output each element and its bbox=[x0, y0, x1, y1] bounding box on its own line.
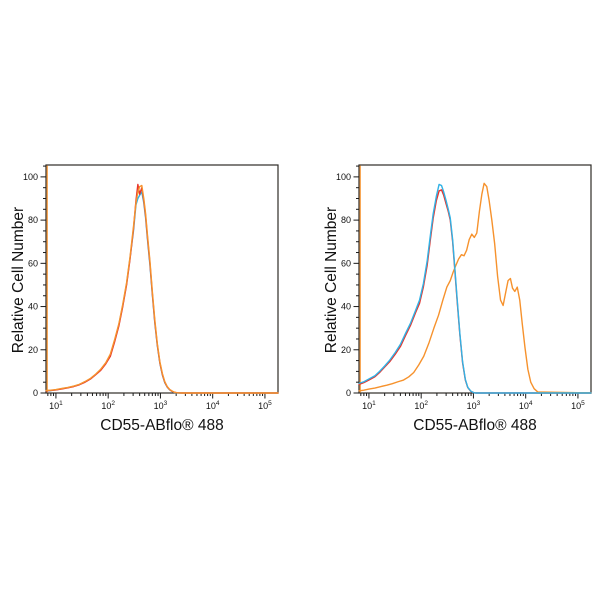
y-tick-label: 80 bbox=[28, 215, 38, 225]
x-tick-label: 102 bbox=[101, 400, 115, 411]
y-axis-label-right: Relative Cell Number bbox=[323, 206, 340, 354]
y-axis-ticks bbox=[40, 165, 46, 394]
y-tick-label: 20 bbox=[341, 345, 351, 355]
x-axis-ticks bbox=[47, 393, 266, 399]
y-axis-ticks bbox=[353, 165, 359, 394]
curve-orange bbox=[358, 182, 592, 394]
y-tick-label: 80 bbox=[341, 215, 351, 225]
left-histogram: 101 102 103 104 105 0 20 40 60 80 100 bbox=[23, 164, 279, 411]
x-tick-label: 104 bbox=[206, 400, 220, 411]
x-tick-label: 103 bbox=[467, 400, 481, 411]
x-axis-label-left: CD55-ABflo® 488 bbox=[100, 417, 224, 434]
curve-cyan-blue bbox=[45, 191, 279, 394]
right-histogram: 101 102 103 104 105 0 20 40 60 80 100 bbox=[336, 164, 592, 411]
y-tick-label: 100 bbox=[336, 172, 351, 182]
x-tick-label: 104 bbox=[519, 400, 533, 411]
plot-frame bbox=[45, 164, 279, 394]
x-tick-label: 105 bbox=[258, 400, 272, 411]
curve-orange bbox=[45, 184, 279, 394]
x-tick-label: 105 bbox=[571, 400, 585, 411]
x-tick-label: 101 bbox=[49, 400, 63, 411]
x-tick-label: 103 bbox=[154, 400, 168, 411]
y-tick-label: 0 bbox=[346, 388, 351, 398]
y-tick-label: 40 bbox=[341, 302, 351, 312]
y-tick-label: 0 bbox=[33, 388, 38, 398]
x-tick-label: 102 bbox=[414, 400, 428, 411]
y-axis-label-left: Relative Cell Number bbox=[10, 206, 27, 354]
y-tick-label: 20 bbox=[28, 345, 38, 355]
curve-red bbox=[45, 183, 279, 394]
curve-red bbox=[358, 189, 592, 394]
y-tick-label: 100 bbox=[23, 172, 38, 182]
x-tick-label: 101 bbox=[362, 400, 376, 411]
curve-cyan-blue bbox=[358, 183, 592, 394]
y-tick-label: 60 bbox=[341, 258, 351, 268]
y-tick-label: 60 bbox=[28, 258, 38, 268]
y-tick-label: 40 bbox=[28, 302, 38, 312]
plot-frame bbox=[358, 164, 592, 394]
x-axis-label-right: CD55-ABflo® 488 bbox=[413, 417, 537, 434]
x-axis-ticks bbox=[360, 393, 579, 399]
